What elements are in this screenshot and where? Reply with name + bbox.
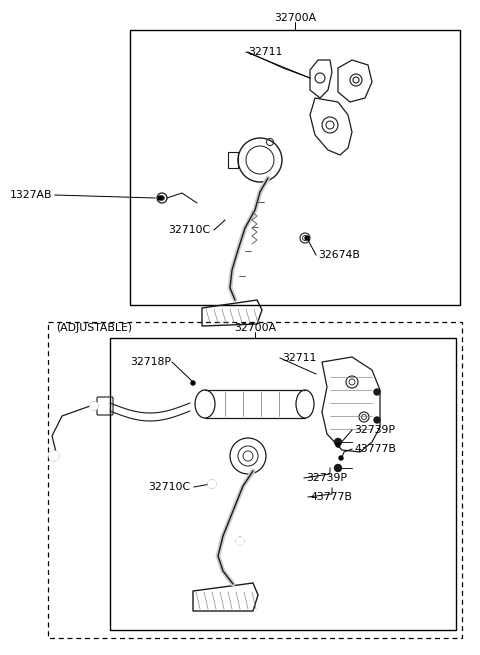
Bar <box>48 322 462 638</box>
Circle shape <box>49 451 59 461</box>
Circle shape <box>158 196 162 200</box>
Circle shape <box>374 417 380 423</box>
Circle shape <box>336 443 340 447</box>
Bar <box>110 338 456 630</box>
Text: 32700A: 32700A <box>234 323 276 333</box>
Text: 43777B: 43777B <box>310 492 352 502</box>
Circle shape <box>191 381 195 385</box>
Circle shape <box>90 402 98 410</box>
Bar <box>228 152 238 168</box>
Text: (ADJUSTABLE): (ADJUSTABLE) <box>56 323 132 333</box>
Circle shape <box>339 456 343 460</box>
Text: 32674B: 32674B <box>318 250 360 260</box>
Text: 32739P: 32739P <box>306 473 347 483</box>
Text: 32710C: 32710C <box>168 225 210 235</box>
Text: 32700A: 32700A <box>274 13 316 23</box>
Text: 43777B: 43777B <box>354 444 396 454</box>
Bar <box>130 30 460 305</box>
Text: 32739P: 32739P <box>354 425 395 435</box>
Text: 32711: 32711 <box>248 47 282 57</box>
Circle shape <box>236 537 244 545</box>
Circle shape <box>374 389 380 395</box>
Text: 32718P: 32718P <box>130 357 171 367</box>
Circle shape <box>305 236 309 240</box>
Circle shape <box>335 464 341 472</box>
Text: 32711: 32711 <box>282 353 316 363</box>
Circle shape <box>160 196 164 200</box>
Text: 1327AB: 1327AB <box>10 190 52 200</box>
Text: 32710C: 32710C <box>148 482 190 492</box>
Circle shape <box>335 438 341 445</box>
Circle shape <box>208 480 216 488</box>
